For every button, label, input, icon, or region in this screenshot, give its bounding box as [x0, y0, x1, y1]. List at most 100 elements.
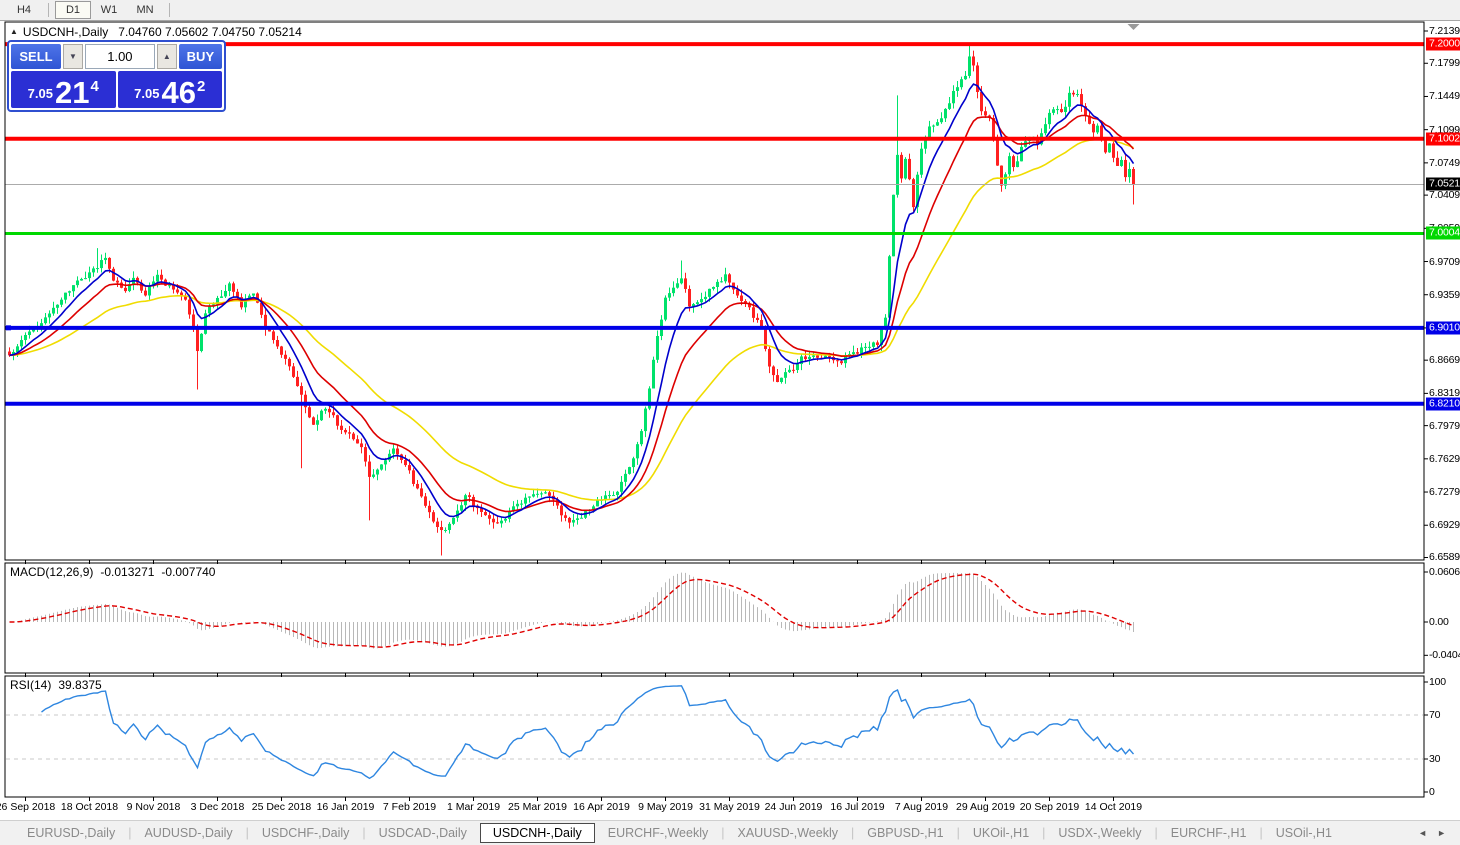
sell-price-sup: 4 — [90, 78, 99, 95]
chart-tab[interactable]: USDX-,Weekly — [1058, 826, 1142, 840]
price-axis-tick: 6.72790 — [1429, 486, 1460, 499]
sell-price-button[interactable]: 7.05 21 4 — [11, 71, 116, 108]
date-axis-label: 1 Mar 2019 — [446, 801, 501, 813]
tab-separator: | — [128, 826, 132, 840]
rsi-line — [41, 685, 1135, 780]
rsi-value: 39.8375 — [58, 678, 102, 692]
volume-input[interactable] — [85, 44, 155, 69]
macd-axis-tick: -0.040432 — [1429, 649, 1460, 662]
toolbar-separator — [169, 3, 170, 17]
level-price-label: 7.20009 — [1426, 37, 1460, 51]
price-axis-tick: 7.04090 — [1429, 189, 1460, 202]
date-axis-label: 31 May 2019 — [699, 801, 760, 813]
date-axis-label: 25 Dec 2018 — [251, 801, 312, 813]
rsi-indicator — [6, 685, 1423, 780]
chart-tab[interactable]: EURCHF-,Weekly — [607, 826, 709, 840]
tab-scroll-left-icon[interactable]: ◄ — [1418, 828, 1428, 838]
chart-tab[interactable]: USDCAD-,Daily — [378, 826, 467, 840]
rsi-label: RSI(14) — [10, 678, 52, 692]
moving-averages — [9, 83, 1135, 519]
chart-tab[interactable]: AUDUSD-,Daily — [144, 826, 233, 840]
date-axis-label: 9 Nov 2018 — [126, 801, 181, 813]
date-axis-label: 24 Jun 2019 — [764, 801, 823, 813]
chart-shift-marker-icon — [1127, 24, 1140, 30]
price-axis-tick: 6.97090 — [1429, 255, 1460, 268]
collapse-one-click-icon[interactable]: ▲ — [10, 27, 18, 36]
horizontal-level-lines — [5, 24, 1424, 406]
ma-medium — [9, 114, 1135, 513]
chart-tab[interactable]: USDCHF-,Daily — [261, 826, 350, 840]
date-axis-label: 26 Sep 2018 — [0, 801, 56, 813]
timeframe-button-mn[interactable]: MN — [136, 4, 154, 16]
tab-separator: | — [850, 826, 855, 840]
volume-decrease-button[interactable]: ▼ — [63, 44, 83, 69]
price-axis-tick: 6.83190 — [1429, 387, 1460, 400]
date-axis-label: 9 May 2019 — [638, 801, 693, 813]
chart-tab-bar: EURUSD-,Daily | AUDUSD-,Daily | USDCHF-,Dail… — [0, 820, 1460, 845]
chart-tab[interactable]: XAUUSD-,Weekly — [737, 826, 838, 840]
date-axis-label: 14 Oct 2019 — [1084, 801, 1143, 813]
price-axis-tick: 6.86690 — [1429, 354, 1460, 367]
buy-button[interactable]: BUY — [178, 44, 223, 69]
date-axis-label: 29 Aug 2019 — [956, 801, 1015, 813]
timeframe-toolbar: H4 D1 W1 MN — [0, 0, 1460, 21]
sell-price-prefix: 7.05 — [27, 86, 53, 101]
rsi-axis-tick: 100 — [1429, 676, 1446, 688]
macd-axis-tick: 0.060687 — [1429, 565, 1460, 578]
chart-title: ▲ USDCNH-,Daily 7.04760 7.05602 7.04750 7.… — [10, 25, 302, 39]
chart-ohlc-values: 7.04760 7.05602 7.04750 7.05214 — [118, 25, 302, 39]
tab-separator: | — [956, 826, 960, 840]
chart-tab[interactable]: UKOil-,H1 — [972, 826, 1030, 840]
sell-price-big: 21 — [54, 74, 90, 110]
macd-signal-line — [9, 573, 1134, 648]
sell-button[interactable]: SELL — [11, 44, 61, 69]
macd-main-value: -0.013271 — [100, 565, 155, 579]
price-axis-tick: 7.14490 — [1429, 90, 1460, 103]
date-axis-label: 7 Feb 2019 — [382, 801, 437, 813]
macd-axis-tick: 0.00 — [1429, 616, 1449, 628]
macd-indicator — [9, 572, 1134, 649]
buy-price-button[interactable]: 7.05 46 2 — [117, 71, 222, 108]
chart-panes — [4, 21, 1425, 798]
level-price-label: 7.00048 — [1426, 226, 1460, 240]
timeframe-button-w1[interactable]: W1 — [100, 4, 118, 16]
buy-price-sup: 2 — [196, 78, 206, 95]
volume-increase-button[interactable]: ▲ — [156, 44, 177, 69]
chart-tab[interactable]: USOil-,H1 — [1275, 826, 1332, 840]
macd-signal-value: -0.007740 — [161, 565, 216, 579]
timeframe-button-h4[interactable]: H4 — [16, 4, 32, 16]
date-axis-label: 7 Aug 2019 — [894, 801, 949, 813]
rsi-axis-tick: 30 — [1429, 753, 1441, 765]
chart-tab[interactable]: USDCNH-,Daily — [479, 823, 595, 843]
current-price-label: 7.05214 — [1426, 177, 1460, 191]
tab-separator: | — [1042, 826, 1046, 840]
tab-separator: | — [245, 826, 249, 840]
tab-scroll-arrows: ◄ ► — [1418, 828, 1446, 838]
tab-separator: | — [721, 826, 725, 840]
chart-tab[interactable]: EURUSD-,Daily — [27, 826, 116, 840]
tab-separator: | — [362, 826, 366, 840]
timeframe-button-d1[interactable]: D1 — [55, 1, 91, 19]
tab-separator: | — [1259, 826, 1263, 840]
rsi-axis-tick: 70 — [1429, 709, 1441, 721]
one-click-trading-panel: SELL ▼ ▲ BUY 7.05 21 4 7.05 46 2 — [7, 40, 226, 112]
price-axis-tick: 7.17990 — [1429, 57, 1460, 70]
date-axis-label: 25 Mar 2019 — [508, 801, 567, 813]
level-price-label: 6.82103 — [1426, 397, 1460, 411]
chart-symbol-label: USDCNH-,Daily — [22, 25, 109, 39]
buy-price-prefix: 7.05 — [134, 86, 160, 101]
price-axis-tick: 7.21390 — [1429, 25, 1460, 37]
rsi-indicator-label: RSI(14) 39.8375 — [10, 678, 109, 692]
chart-tab[interactable]: GBPUSD-,H1 — [867, 826, 944, 840]
price-axis-tick: 7.07490 — [1429, 156, 1460, 169]
price-axis-tick: 6.69290 — [1429, 519, 1460, 532]
rsi-axis-tick: 0 — [1429, 786, 1435, 798]
axis-ticks — [25, 30, 1428, 801]
date-axis-label: 20 Sep 2019 — [1019, 801, 1080, 813]
chart-tab[interactable]: EURCHF-,H1 — [1170, 826, 1247, 840]
date-axis-label: 16 Jul 2019 — [830, 801, 885, 813]
tab-scroll-right-icon[interactable]: ► — [1437, 828, 1446, 838]
date-axis-label: 16 Jan 2019 — [316, 801, 375, 813]
